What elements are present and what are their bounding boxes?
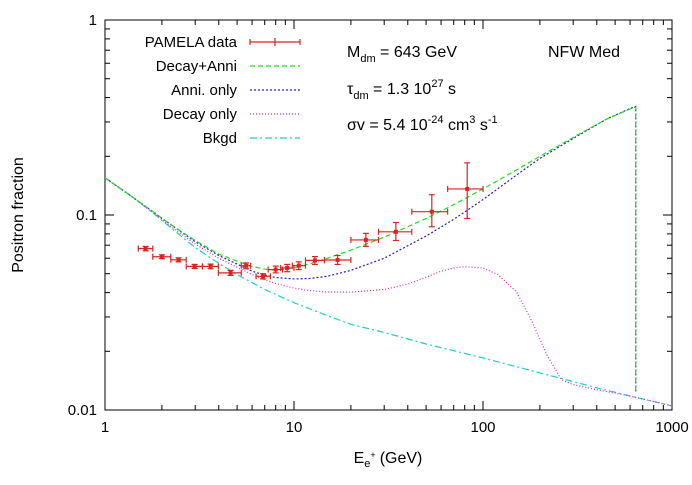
annotation-profile: NFW Med: [548, 44, 620, 61]
legend-item: Anni. only: [171, 82, 300, 99]
legend-label: PAMELA data: [145, 34, 238, 51]
data-point: [217, 269, 242, 277]
legend-item: Decay only: [163, 106, 300, 123]
annotation-mass: Mdm = 643 GeV: [347, 44, 457, 65]
data-point: [304, 255, 326, 266]
legend-label: Anni. only: [171, 82, 237, 99]
data-point: [137, 245, 154, 252]
data-point: [447, 162, 484, 220]
legend-label: Decay+Anni: [156, 58, 237, 75]
data-point: [170, 256, 187, 263]
axis-ticks: [104, 19, 673, 411]
data-point: [152, 253, 172, 260]
data-point: [291, 261, 307, 271]
data-point: [255, 273, 271, 280]
data-point: [350, 232, 380, 248]
data-point: [201, 263, 219, 270]
data-point: [411, 194, 449, 228]
y-tick-label: 0.1: [76, 207, 97, 224]
plot-frame: [104, 19, 673, 411]
x-tick-label: 100: [470, 419, 495, 436]
data-point: [377, 221, 413, 242]
data-point: [185, 263, 204, 270]
annotation-tau: τdm = 1.3 1027 s: [347, 78, 456, 102]
legend-label: Bkgd: [203, 130, 237, 147]
legend-label: Decay only: [163, 106, 238, 123]
annotation-sigma: σv = 5.4 10-24 cm3 s-1: [347, 114, 498, 134]
data-point: [240, 262, 252, 270]
tick-labels: 1 10 100 1000 0.01 0.1 1: [68, 12, 689, 436]
legend-item: Bkgd: [203, 130, 300, 147]
y-tick-label: 1: [89, 12, 97, 29]
legend-item: PAMELA data: [145, 34, 301, 51]
y-tick-label: 0.01: [68, 402, 97, 419]
x-axis-title: Ee+ (GeV): [354, 450, 423, 470]
series-line-decay-anni: [105, 106, 637, 394]
y-axis-title: Positron fraction: [10, 157, 27, 273]
legend: PAMELA data Decay+Anni Anni. only Decay onl…: [145, 34, 301, 147]
data-point: [323, 254, 352, 266]
series-line-decay-only: [105, 177, 672, 407]
x-tick-label: 1: [101, 419, 109, 436]
x-tick-label: 10: [286, 419, 303, 436]
series-line-anni-only: [105, 105, 637, 394]
x-tick-label: 1000: [655, 419, 688, 436]
series-layer: [105, 105, 672, 407]
legend-item: Decay+Anni: [156, 58, 300, 75]
series-line-bkgd: [105, 177, 672, 407]
